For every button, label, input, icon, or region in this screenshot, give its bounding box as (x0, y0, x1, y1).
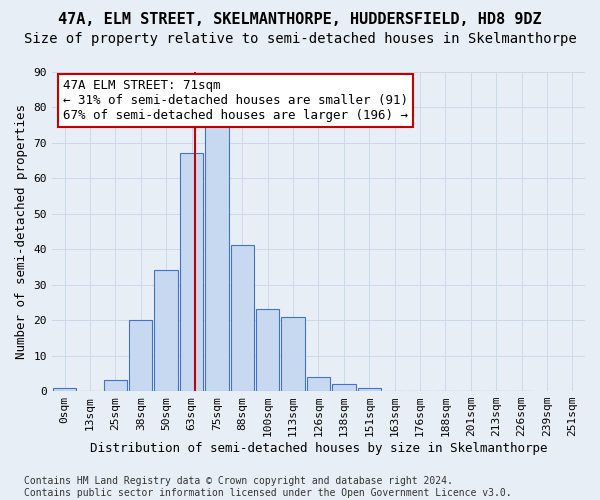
Bar (129, 320, 152, 391)
Bar (180, 153, 203, 391)
X-axis label: Distribution of semi-detached houses by size in Skelmanthorpe: Distribution of semi-detached houses by … (90, 442, 547, 455)
Bar (104, 380, 127, 391)
Text: 47A, ELM STREET, SKELMANTHORPE, HUDDERSFIELD, HD8 9DZ: 47A, ELM STREET, SKELMANTHORPE, HUDDERSF… (58, 12, 542, 28)
Bar (53, 388, 76, 391)
Text: Contains HM Land Registry data © Crown copyright and database right 2024.
Contai: Contains HM Land Registry data © Crown c… (24, 476, 512, 498)
Bar (358, 388, 381, 391)
Bar (154, 270, 178, 391)
Bar (205, 125, 229, 391)
Bar (307, 377, 330, 391)
Text: 47A ELM STREET: 71sqm
← 31% of semi-detached houses are smaller (91)
67% of semi: 47A ELM STREET: 71sqm ← 31% of semi-deta… (62, 80, 407, 122)
Bar (281, 316, 305, 391)
Bar (332, 384, 356, 391)
Bar (230, 246, 254, 391)
Bar (256, 310, 280, 391)
Y-axis label: Number of semi-detached properties: Number of semi-detached properties (15, 104, 28, 359)
Text: Size of property relative to semi-detached houses in Skelmanthorpe: Size of property relative to semi-detach… (23, 32, 577, 46)
